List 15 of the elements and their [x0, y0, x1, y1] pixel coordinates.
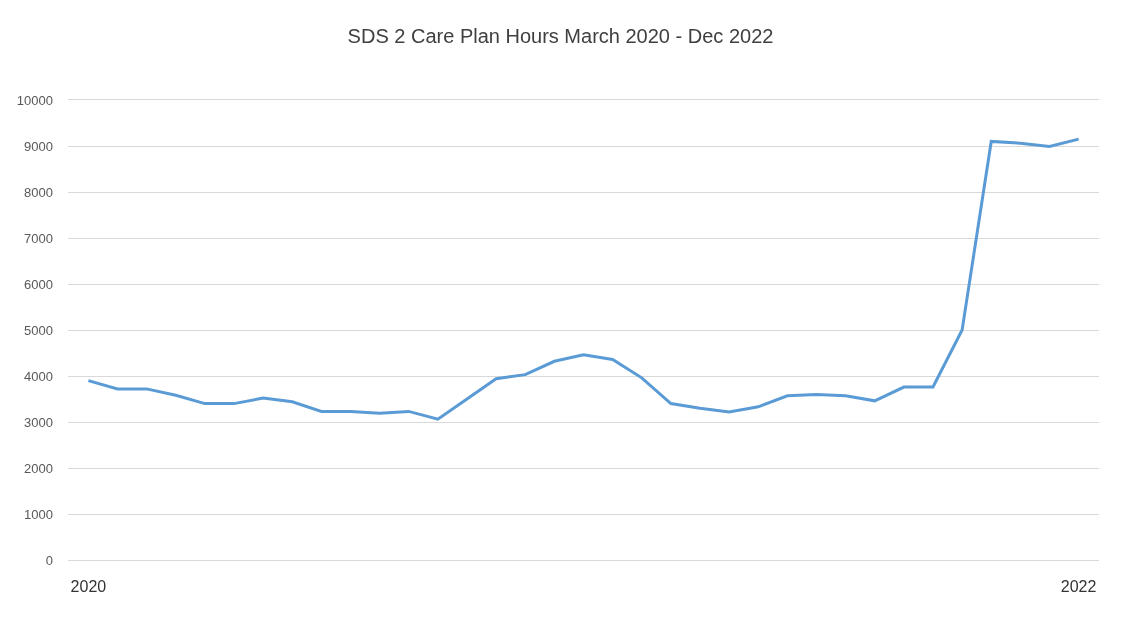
- y-tick-label: 6000: [24, 276, 53, 292]
- y-tick-label: 2000: [24, 460, 53, 476]
- y-tick-label: 10000: [16, 92, 53, 108]
- y-tick-label: 1000: [24, 506, 53, 522]
- y-tick-label: 0: [45, 552, 53, 568]
- chart-title: SDS 2 Care Plan Hours March 2020 - Dec 2022: [347, 24, 774, 47]
- line-series: [86, 137, 1081, 421]
- y-tick-label: 7000: [24, 230, 53, 246]
- y-tick-label: 8000: [24, 184, 53, 200]
- y-tick-label: 3000: [24, 414, 53, 430]
- x-tick-label: 2020: [70, 578, 107, 596]
- y-tick-label: 5000: [24, 322, 53, 338]
- y-tick-label: 4000: [24, 368, 53, 384]
- y-tick-label: 9000: [24, 138, 53, 154]
- x-tick-label: 2022: [1060, 578, 1097, 596]
